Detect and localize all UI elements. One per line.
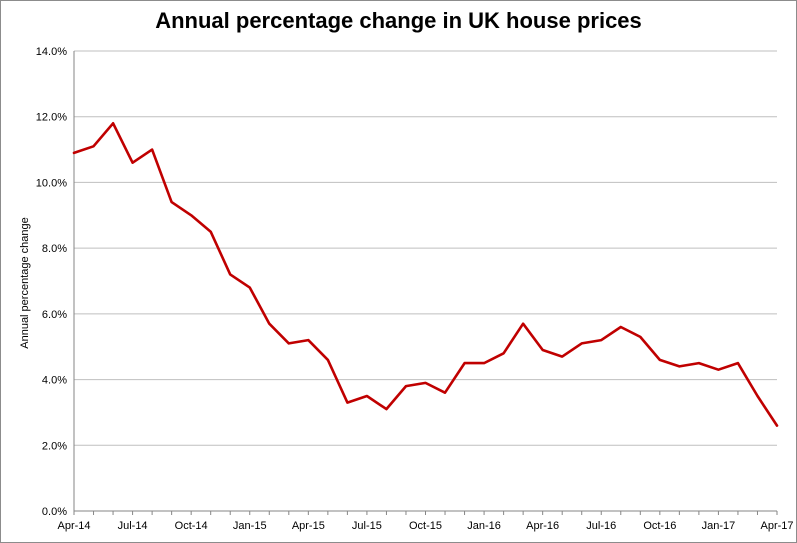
x-tick-label: Jan-17 (702, 520, 736, 532)
x-tick-label: Apr-16 (526, 520, 559, 532)
y-tick-label: 6.0% (42, 309, 67, 321)
y-tick-label: 4.0% (42, 375, 67, 387)
series-line (72, 122, 779, 427)
x-tick-label: Jan-15 (233, 520, 267, 532)
x-tick-label: Apr-14 (57, 520, 90, 532)
x-tick-label: Oct-15 (409, 520, 442, 532)
x-tick-label: Jul-16 (586, 520, 616, 532)
x-tick-label: Oct-14 (175, 520, 208, 532)
x-tick-label: Apr-17 (760, 520, 793, 532)
x-tick-label: Apr-15 (292, 520, 325, 532)
x-tick-label: Oct-16 (643, 520, 676, 532)
x-tick-label: Jul-14 (118, 520, 148, 532)
x-tick-label: Jul-15 (352, 520, 382, 532)
x-tick-label: Jan-16 (467, 520, 501, 532)
y-tick-label: 10.0% (36, 177, 67, 189)
y-tick-label: 12.0% (36, 112, 67, 124)
y-tick-label: 14.0% (36, 46, 67, 58)
y-tick-label: 2.0% (42, 440, 67, 452)
y-tick-label: 8.0% (42, 243, 67, 255)
chart-title: Annual percentage change in UK house pri… (155, 8, 642, 33)
y-tick-label: 0.0% (42, 506, 67, 518)
